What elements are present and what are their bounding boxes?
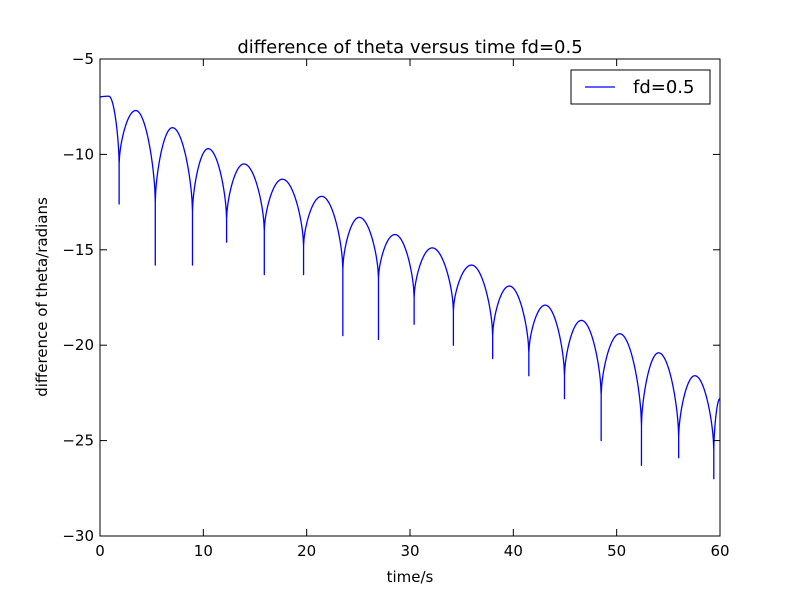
x-tick-label: 0: [95, 542, 105, 560]
y-axis-label: difference of theta/radians: [33, 197, 51, 397]
y-tick-label: −5: [72, 50, 94, 68]
series-layer: [99, 95, 721, 480]
legend-label: fd=0.5: [633, 77, 694, 98]
series-line-fd-0-5: [99, 95, 721, 480]
x-tick-label: 30: [400, 542, 419, 560]
ticks-layer: 0 10 20 30 40 50 60 −30 −25 −20 −15 −10 −5: [62, 50, 729, 560]
x-tick-label: 10: [194, 542, 213, 560]
x-tick-label: 50: [607, 542, 626, 560]
x-tick-label: 40: [504, 542, 523, 560]
x-tick-label: 20: [297, 542, 316, 560]
x-axis-label: time/s: [387, 568, 434, 586]
y-tick-label: −15: [62, 241, 94, 259]
y-tick-label: −25: [62, 432, 94, 450]
y-tick-label: −10: [62, 145, 94, 163]
y-tick-label: −30: [62, 527, 94, 545]
x-tick-label: 60: [710, 542, 729, 560]
y-tick-label: −20: [62, 336, 94, 354]
legend: fd=0.5: [570, 69, 711, 105]
chart-title: difference of theta versus time fd=0.5: [237, 37, 582, 58]
